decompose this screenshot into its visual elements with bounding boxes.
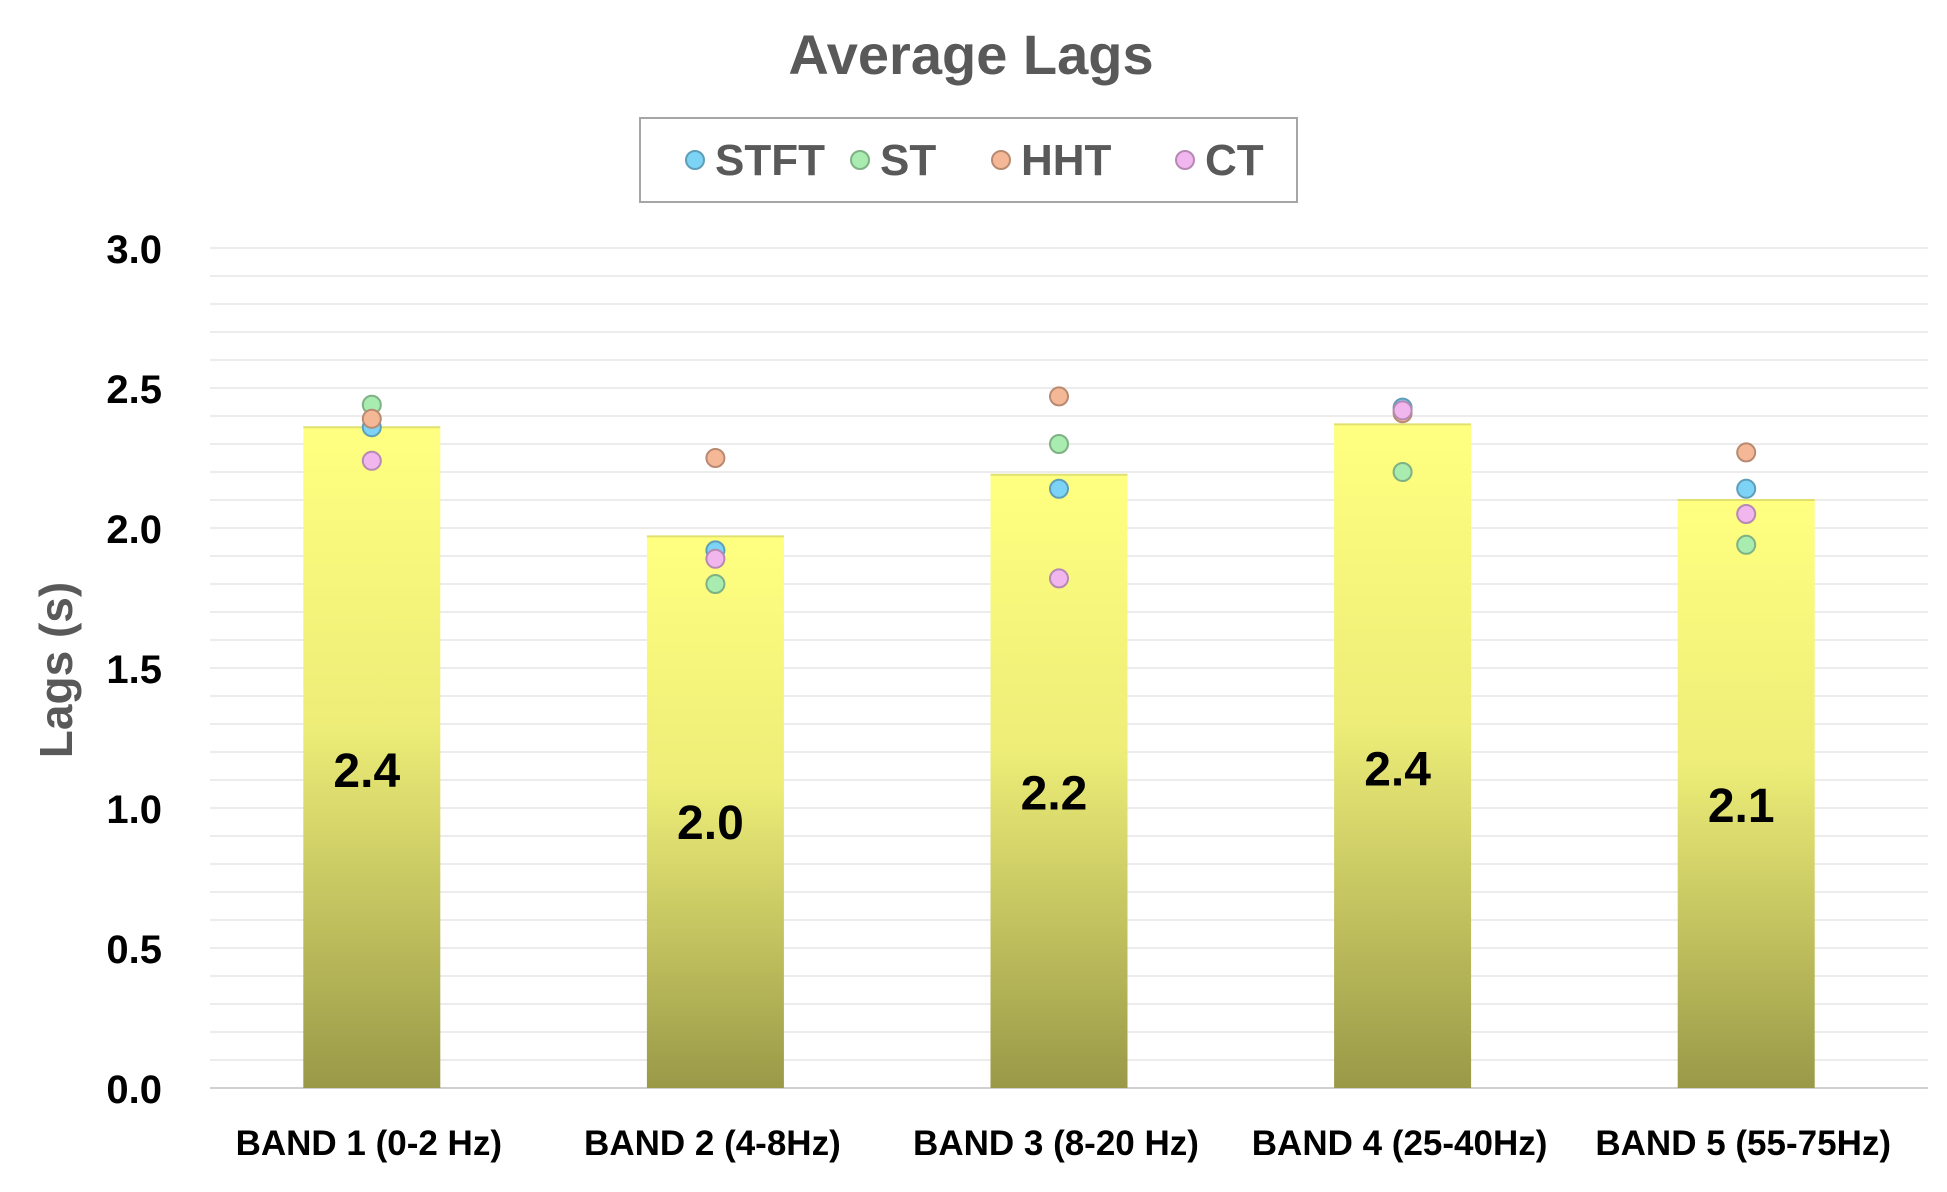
chart-title: Average Lags	[788, 23, 1153, 86]
bar-value-label: 2.2	[1021, 768, 1088, 821]
data-point-ct	[1049, 568, 1069, 589]
bar-value-label: 2.4	[1364, 743, 1431, 796]
bar-value-label: 2.0	[677, 797, 744, 850]
data-point-ct	[705, 548, 726, 569]
legend-marker	[685, 150, 705, 170]
bar-value-label: 2.4	[333, 745, 400, 798]
legend-label: CT	[1205, 136, 1264, 185]
bar-value-label: 2.1	[1708, 780, 1775, 833]
x-tick-label: BAND 3 (8-20 Hz)	[913, 1124, 1199, 1163]
x-tick-label: BAND 2 (4-8Hz)	[584, 1124, 841, 1163]
bar	[1334, 424, 1472, 1088]
data-point-stft	[1049, 478, 1069, 499]
data-point-hht	[1049, 386, 1069, 407]
legend-marker	[991, 150, 1011, 170]
data-point-st	[1049, 434, 1069, 454]
legend: STFT ST HHT CT	[639, 117, 1298, 203]
data-point-hht	[705, 448, 726, 468]
legend-label: ST	[880, 136, 936, 185]
data-point-stft	[1736, 478, 1757, 499]
y-tick-label: 2.5	[106, 368, 162, 412]
legend-marker	[1175, 150, 1195, 170]
x-tick-label: BAND 1 (0-2 Hz)	[236, 1124, 502, 1163]
legend-label: STFT	[715, 136, 825, 185]
data-point-ct	[1392, 400, 1413, 421]
bar	[646, 536, 784, 1088]
y-tick-label: 0.5	[106, 928, 162, 972]
y-tick-label: 0.0	[106, 1068, 162, 1112]
data-point-hht	[1736, 442, 1757, 463]
y-tick-label: 1.0	[106, 788, 162, 832]
data-point-st	[705, 574, 726, 594]
data-point-st	[1736, 534, 1757, 555]
y-tick-label: 2.0	[106, 508, 162, 552]
data-point-ct	[1736, 504, 1757, 524]
bar-labels: 2.4 2.0 2.2 2.4 2.1	[333, 743, 1774, 850]
data-point-hht	[361, 408, 382, 429]
x-tick-label: BAND 5 (55-75Hz)	[1595, 1124, 1891, 1163]
bar	[1677, 500, 1815, 1088]
scatter-points	[361, 386, 1757, 594]
y-tick-label: 1.5	[106, 648, 162, 692]
x-axis-labels: BAND 1 (0-2 Hz) BAND 2 (4-8Hz) BAND 3 (8-2…	[236, 1124, 1891, 1163]
y-axis: 0.0 0.5 1.0 1.5 2.0 2.5 3.0	[106, 228, 162, 1112]
bar	[303, 427, 441, 1088]
data-point-ct	[361, 450, 382, 471]
y-tick-label: 3.0	[106, 228, 162, 272]
bars	[303, 423, 1815, 1088]
legend-label: HHT	[1021, 136, 1112, 185]
y-axis-title: Lags (s)	[30, 582, 82, 758]
legend-marker	[850, 150, 870, 170]
x-tick-label: BAND 4 (25-40Hz)	[1252, 1124, 1548, 1163]
data-point-st	[1392, 462, 1413, 482]
